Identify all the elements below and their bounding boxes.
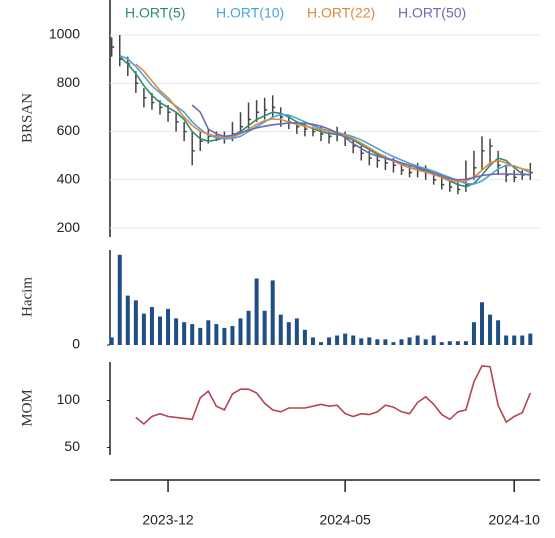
volume-bar bbox=[109, 337, 114, 345]
volume-bar bbox=[262, 310, 267, 345]
legend-label: H.ORT(5) bbox=[125, 5, 185, 21]
legend-label: H.ORT(22) bbox=[307, 5, 375, 21]
volume-bar bbox=[399, 339, 404, 345]
volume-bar bbox=[327, 337, 332, 345]
volume-bar bbox=[439, 342, 444, 345]
volume-bar bbox=[488, 314, 493, 345]
x-tick-label: 2024-05 bbox=[319, 512, 371, 528]
volume-bar bbox=[375, 339, 380, 345]
x-tick-label: 2023-12 bbox=[142, 512, 194, 528]
volume-bar bbox=[190, 324, 195, 345]
volume-bar bbox=[471, 322, 476, 345]
volume-bar bbox=[496, 320, 501, 345]
volume-bar bbox=[294, 318, 299, 345]
x-tick-label: 2024-10 bbox=[489, 512, 541, 528]
y-axis-label: MOM bbox=[19, 389, 35, 427]
volume-bar bbox=[520, 335, 525, 345]
volume-bar bbox=[480, 302, 484, 345]
y-tick-label: 100 bbox=[57, 391, 81, 407]
volume-bar bbox=[359, 338, 364, 345]
legend-label: H.ORT(50) bbox=[398, 5, 466, 21]
volume-bar bbox=[423, 339, 428, 345]
y-tick-label: 400 bbox=[57, 171, 81, 187]
volume-bar bbox=[383, 339, 388, 345]
volume-bar bbox=[407, 337, 412, 345]
volume-bar bbox=[182, 322, 187, 345]
volume-bar bbox=[455, 341, 460, 345]
volume-bar bbox=[367, 337, 372, 345]
volume-bar bbox=[246, 310, 251, 345]
volume-bar bbox=[141, 313, 146, 345]
volume-bar bbox=[351, 335, 356, 345]
y-tick-label: 0 bbox=[72, 336, 80, 352]
volume-bar bbox=[447, 341, 452, 345]
y-tick-label: 600 bbox=[57, 122, 81, 138]
volume-bar bbox=[504, 335, 509, 345]
legend-label: H.ORT(10) bbox=[216, 5, 284, 21]
volume-bar bbox=[512, 335, 517, 345]
volume-bar bbox=[206, 320, 211, 345]
moving-average-line bbox=[119, 56, 531, 188]
volume-bar bbox=[158, 316, 162, 345]
volume-bar bbox=[254, 278, 259, 345]
volume-bar bbox=[238, 318, 243, 345]
volume-bar bbox=[198, 327, 203, 345]
volume-bar bbox=[335, 335, 340, 345]
y-axis-label: Hacim bbox=[19, 277, 35, 317]
volume-bar bbox=[278, 314, 283, 345]
volume-bar bbox=[222, 327, 227, 345]
volume-bar bbox=[463, 341, 468, 345]
moving-average-line bbox=[135, 63, 531, 183]
y-tick-label: 800 bbox=[57, 74, 81, 90]
volume-bar bbox=[230, 326, 235, 345]
volume-bar bbox=[174, 318, 179, 345]
y-tick-label: 1000 bbox=[49, 26, 80, 42]
volume-bar bbox=[415, 335, 420, 345]
volume-bar bbox=[319, 342, 323, 345]
volume-bar bbox=[528, 333, 533, 345]
y-axis-label: BRSAN bbox=[19, 93, 35, 143]
volume-bar bbox=[149, 307, 154, 345]
y-tick-label: 200 bbox=[57, 219, 81, 235]
volume-bar bbox=[391, 342, 396, 345]
moving-average-line bbox=[119, 54, 531, 185]
volume-bar bbox=[125, 295, 130, 345]
volume-bar bbox=[431, 335, 436, 345]
momentum-line bbox=[135, 364, 532, 426]
volume-bar bbox=[343, 333, 348, 345]
volume-bar bbox=[270, 280, 275, 345]
volume-bar bbox=[310, 337, 315, 345]
volume-bar bbox=[166, 308, 171, 345]
y-tick-label: 50 bbox=[64, 438, 80, 454]
moving-average-line bbox=[191, 104, 531, 181]
volume-bar bbox=[214, 324, 219, 345]
volume-bar bbox=[286, 322, 291, 345]
volume-bar bbox=[302, 329, 307, 345]
volume-bar bbox=[133, 300, 138, 345]
volume-bar bbox=[117, 254, 122, 345]
